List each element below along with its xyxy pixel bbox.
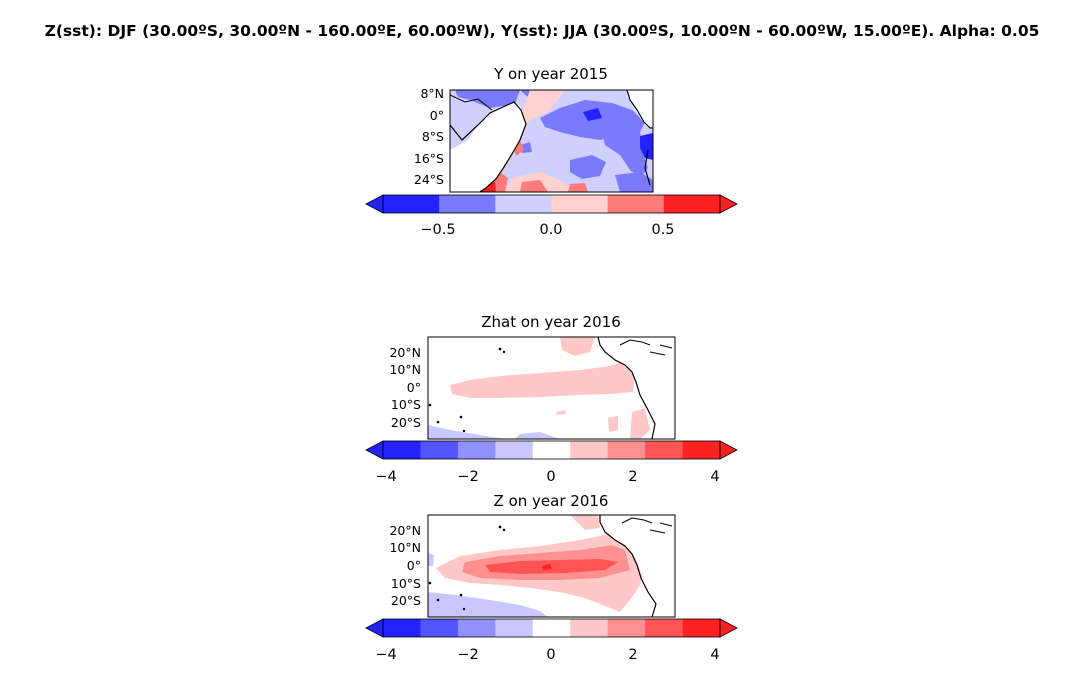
panel-z: Z on year 2016 20°N 10°N 0° 10°S 20°S xyxy=(365,492,738,663)
panel-y-colorbar-block xyxy=(607,195,665,213)
panel-y-map-frame xyxy=(449,89,654,193)
panel-zhat-colorbar-block xyxy=(607,441,646,459)
panel-zhat-colorbar-tick: 4 xyxy=(710,469,719,485)
panel-y-colorbar-tick: 0.0 xyxy=(539,222,562,238)
panel-z-colorbar-block xyxy=(383,619,421,637)
panel-z-map-field xyxy=(428,515,675,617)
panel-y-colorbar-block xyxy=(495,195,552,213)
figure-suptitle: Z(sst): DJF (30.00ºS, 30.00ºN - 160.00ºE… xyxy=(45,22,1040,40)
panel-zhat-title: Zhat on year 2016 xyxy=(481,313,620,331)
panel-zhat-colorbar-block xyxy=(682,441,721,459)
panel-y-colorbar-extend-min xyxy=(365,194,384,214)
panel-z-title: Z on year 2016 xyxy=(494,492,609,510)
panel-zhat-colorbar-tick: −2 xyxy=(457,469,478,485)
panel-y: Y on year 2015 xyxy=(365,65,738,238)
panel-zhat-lat-label: 10°N xyxy=(389,362,421,377)
panel-z-colorbar-block xyxy=(682,619,721,637)
panel-y-colorbar-block xyxy=(439,195,496,213)
panel-zhat-map-frame xyxy=(427,336,676,440)
panel-zhat-colorbar: −4 −2 0 2 4 xyxy=(365,440,738,485)
panel-zhat-colorbar-block xyxy=(532,441,571,459)
panel-z-lat-label: 20°S xyxy=(391,593,421,608)
panel-zhat-lat-label: 10°S xyxy=(391,397,421,412)
panel-z-lat-label: 20°N xyxy=(389,523,421,538)
panel-z-colorbar-block xyxy=(645,619,684,637)
panel-z-colorbar-block xyxy=(457,619,496,637)
panel-zhat-colorbar-block xyxy=(383,441,421,459)
panel-y-colorbar-tick: −0.5 xyxy=(420,222,455,238)
panel-z-colorbar-extend-min xyxy=(365,618,384,638)
panel-z-colorbar-block xyxy=(532,619,571,637)
panel-zhat-colorbar-tick: 2 xyxy=(628,469,637,485)
panel-y-colorbar: −0.5 0.0 0.5 xyxy=(365,194,738,238)
panel-zhat-lat-label: 0° xyxy=(407,380,421,395)
panel-y-map-field xyxy=(450,90,653,192)
panel-zhat-colorbar-block xyxy=(495,441,534,459)
panel-zhat-colorbar-extend-max xyxy=(719,440,738,460)
panel-z-colorbar-extend-max xyxy=(719,618,738,638)
panel-y-lat-label: 24°S xyxy=(414,172,444,187)
panel-zhat-colorbar-block xyxy=(570,441,609,459)
panel-zhat-colorbar-block xyxy=(645,441,684,459)
panel-y-colorbar-block xyxy=(551,195,609,213)
panel-z-colorbar-block xyxy=(495,619,534,637)
panel-z-colorbar-block xyxy=(607,619,646,637)
panel-zhat-map-field xyxy=(428,337,675,439)
panel-y-lat-label: 0° xyxy=(430,108,444,123)
panel-z-lat-label: 0° xyxy=(407,558,421,573)
panel-z-map-frame xyxy=(427,514,676,618)
panel-y-colorbar-block xyxy=(663,195,721,213)
panel-y-colorbar-tick: 0.5 xyxy=(651,222,674,238)
panel-y-colorbar-extend-max xyxy=(719,194,738,214)
panel-y-lat-label: 16°S xyxy=(414,151,444,166)
panel-z-colorbar-tick: 0 xyxy=(546,647,555,663)
panel-z-lat-label: 10°N xyxy=(389,540,421,555)
panel-zhat-colorbar-tick: 0 xyxy=(546,469,555,485)
panel-zhat-colorbar-tick: −4 xyxy=(375,469,396,485)
panel-z-colorbar-tick: 4 xyxy=(710,647,719,663)
panel-y-lat-label: 8°S xyxy=(422,129,444,144)
panel-zhat-colorbar-frame xyxy=(382,440,721,460)
panel-z-colorbar-block xyxy=(420,619,459,637)
panel-z-colorbar-block xyxy=(570,619,609,637)
panel-z-colorbar: −4 −2 0 2 4 xyxy=(365,618,738,663)
panel-z-lat-label: 10°S xyxy=(391,576,421,591)
panel-y-lat-label: 8°N xyxy=(420,86,444,101)
panel-z-colorbar-frame xyxy=(382,618,721,638)
panel-z-colorbar-tick: 2 xyxy=(628,647,637,663)
panel-z-colorbar-tick: −4 xyxy=(375,647,396,663)
panel-zhat-colorbar-block xyxy=(420,441,459,459)
panel-zhat: Zhat on year 2016 20°N 10°N 0° 10°S 20°S xyxy=(365,313,738,485)
panel-zhat-colorbar-extend-min xyxy=(365,440,384,460)
panel-z-colorbar-tick: −2 xyxy=(457,647,478,663)
panel-y-title: Y on year 2015 xyxy=(493,65,608,83)
panel-zhat-lat-label: 20°N xyxy=(389,345,421,360)
panel-y-colorbar-block xyxy=(383,195,440,213)
panel-zhat-colorbar-block xyxy=(457,441,496,459)
panel-zhat-lat-label: 20°S xyxy=(391,415,421,430)
panel-y-colorbar-frame xyxy=(382,194,721,214)
